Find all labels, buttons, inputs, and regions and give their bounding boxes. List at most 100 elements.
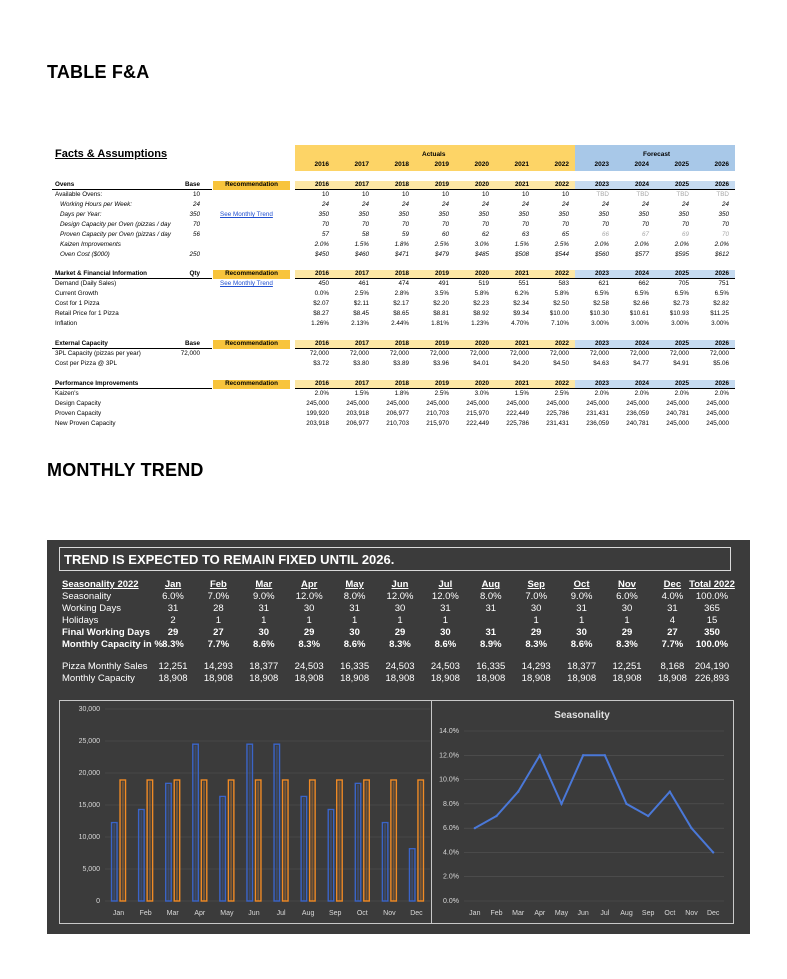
y-tick-label: 30,000 <box>79 706 101 713</box>
row-value: 240,781 <box>626 420 649 427</box>
row-value: 24 <box>401 201 409 208</box>
row-value: 236,059 <box>586 420 609 427</box>
section-year: 2020 <box>474 380 489 387</box>
row-value: 4.70% <box>511 320 529 327</box>
seasonality-cell: 8.0% <box>479 591 502 602</box>
row-value: 62 <box>481 231 489 238</box>
seasonality-cell: 1 <box>397 615 403 626</box>
seasonality-cell: 8.6% <box>343 639 366 650</box>
row-value: $4.20 <box>513 360 529 367</box>
row-value: $8.45 <box>353 310 369 317</box>
see-monthly-trend-link[interactable]: See Monthly Trend <box>220 211 273 218</box>
section-header: Ovens Base Recommendation 2016 2017 2018 2019 2… <box>52 181 738 190</box>
x-tick-label: Mar <box>512 910 525 917</box>
seasonality-chart: Seasonality 0.0% 2.0% 4.0% 6.0% 8.0% 10.0% 12.0… <box>431 700 734 924</box>
seasonality-cell: 31 <box>349 603 360 614</box>
seasonality-cell: 30 <box>576 627 587 638</box>
seasonality-row: Monthly Capacity in % 8.3% 7.7% 8.6% 8.3% 8.6… <box>61 640 747 652</box>
row-value: $8.65 <box>393 310 409 317</box>
seasonality-cell: 28 <box>213 603 224 614</box>
row-value: $460 <box>354 251 369 258</box>
row-value: 621 <box>598 280 609 287</box>
row-value: 583 <box>558 280 569 287</box>
y-tick-label: 12.0% <box>439 752 459 759</box>
seasonality-cell: 12.0% <box>431 591 459 602</box>
actual-years-bar <box>295 380 575 389</box>
capacity-bar <box>336 779 343 902</box>
row-value: $2.50 <box>553 300 569 307</box>
section-year: 2018 <box>394 270 409 277</box>
capacity-bar <box>227 779 235 902</box>
row-value: 10 <box>521 191 529 198</box>
row-value: 72,000 <box>509 350 529 357</box>
capacity-bar-fill <box>176 781 178 901</box>
seasonality-total: 365 <box>704 603 720 614</box>
row-value: 72,000 <box>349 350 369 357</box>
seasonality-cell: 8.3% <box>616 639 638 650</box>
row-value: 662 <box>638 280 649 287</box>
x-tick-label: Jun <box>248 910 259 917</box>
seasonality-cell: 1 <box>215 615 222 626</box>
section-year: 2026 <box>714 380 729 387</box>
y-tick-label: 14.0% <box>439 728 459 735</box>
row-value: $8.81 <box>433 310 449 317</box>
row-value: 65 <box>561 231 569 238</box>
row-value: 245,000 <box>626 400 649 407</box>
seasonality-cell: 6.0% <box>616 591 638 602</box>
row-value: 225,786 <box>546 410 569 417</box>
row-value: 1.5% <box>354 241 369 248</box>
row-value: 225,786 <box>506 420 529 427</box>
capacity-bar-fill <box>392 781 395 901</box>
month-header: Jun <box>391 579 409 590</box>
year-header: 2020 <box>474 161 489 168</box>
fa-row: 3PL Capacity (pizzas per year) 72,000 72,0… <box>52 350 738 360</box>
section-year: 2024 <box>634 340 649 347</box>
row-value: 1.23% <box>471 320 489 327</box>
month-header: Feb <box>209 579 227 590</box>
row-value: 215,970 <box>466 410 489 417</box>
fa-row: Days per Year: 350 See Monthly Trend 350 350… <box>52 211 738 221</box>
seasonality-cell: 8.3% <box>525 639 548 650</box>
section-year: 2026 <box>714 181 729 188</box>
section-year: 2025 <box>674 380 689 387</box>
seasonality-point <box>603 754 607 757</box>
fa-title: Facts & Assumptions <box>55 148 168 160</box>
seasonality-cell: 1 <box>578 615 585 626</box>
row-value: 5.8% <box>554 290 569 297</box>
row-label: Current Growth <box>55 290 99 297</box>
section-header: Market & Financial Information Qty Recomme… <box>52 270 738 279</box>
row-value: 70 <box>681 221 689 228</box>
total-header: Total 2022 <box>689 579 735 590</box>
seasonality-cell: 18,908 <box>158 673 188 684</box>
y-tick-label: 10,000 <box>79 834 101 841</box>
month-header: Mar <box>255 579 273 590</box>
sales-bar <box>219 795 227 902</box>
year-header: 2026 <box>714 161 729 168</box>
row-value: $479 <box>434 251 449 258</box>
row-value: 72,000 <box>589 350 609 357</box>
x-tick-label: Oct <box>664 910 675 917</box>
seasonality-cell: 9.0% <box>252 591 275 602</box>
row-value: 2.0% <box>314 241 329 248</box>
section-year: 2025 <box>674 270 689 277</box>
row-value: 2.13% <box>351 320 369 327</box>
row-base: 24 <box>192 201 200 208</box>
section-year: 2026 <box>714 270 729 277</box>
section-year: 2019 <box>434 181 449 188</box>
capacity-bar-fill <box>121 781 124 901</box>
row-value: 350 <box>358 211 369 218</box>
row-value: 3.00% <box>671 320 689 327</box>
recommendation-header: Recommendation <box>213 270 290 279</box>
sales-bar-fill <box>384 824 387 901</box>
row-label: Cost for 1 Pizza <box>55 300 100 307</box>
seasonality-cell: 31 <box>576 603 587 614</box>
see-monthly-trend-link[interactable]: See Monthly Trend <box>220 280 273 287</box>
row-value: 2.0% <box>634 241 649 248</box>
seasonality-cell: 6.0% <box>162 591 184 602</box>
capacity-bar <box>281 779 289 902</box>
base-header: Base <box>184 181 200 188</box>
sales-bar-fill <box>113 824 116 901</box>
section-name: Performance Improvements <box>55 380 139 387</box>
row-value: TBD <box>716 191 729 198</box>
row-value: TBD <box>676 191 689 198</box>
